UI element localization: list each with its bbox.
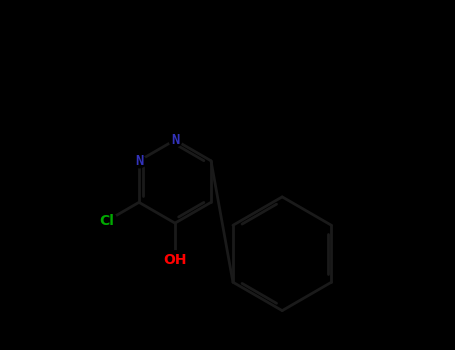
Text: OH: OH bbox=[163, 253, 187, 267]
Text: N: N bbox=[171, 133, 179, 147]
Text: Cl: Cl bbox=[99, 214, 114, 228]
Text: N: N bbox=[135, 154, 143, 168]
